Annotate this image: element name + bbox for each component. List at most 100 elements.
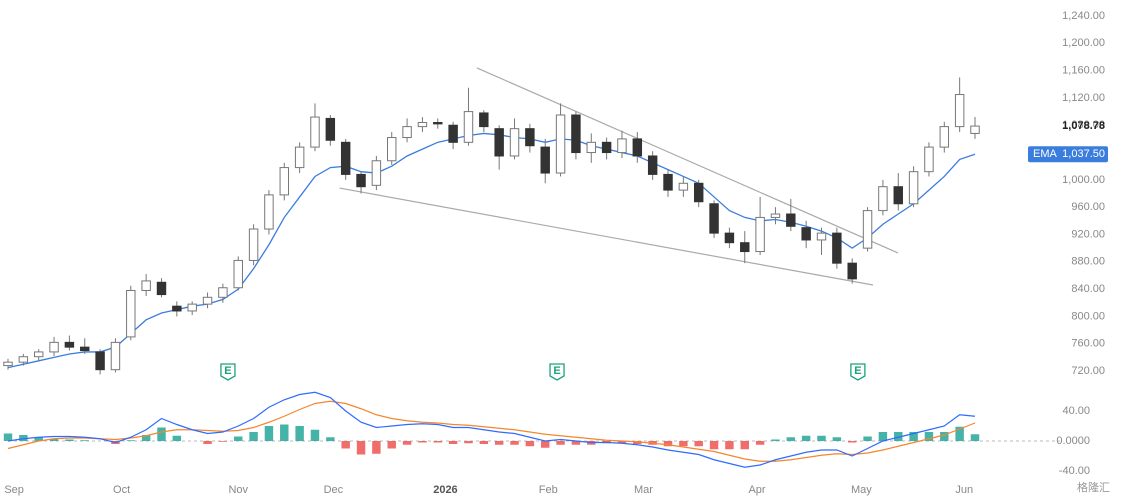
y-tick-label: 840.00 [1071, 283, 1105, 295]
macd-histogram-bar [80, 440, 89, 441]
candle-body [110, 341, 121, 371]
candle-body [632, 138, 643, 157]
candle-body [494, 128, 504, 157]
candle-body [740, 242, 750, 253]
candle-body [18, 356, 29, 363]
macd-histogram-bar [126, 440, 136, 441]
event-marker [549, 363, 565, 381]
candle-body [387, 137, 397, 162]
macd-histogram-bar [49, 438, 59, 441]
macd-histogram-bar [157, 427, 166, 441]
candle-body [233, 259, 243, 289]
y-tick-label: 1,160.00 [1062, 65, 1105, 77]
candle-body [847, 262, 857, 280]
macd-histogram-bar [510, 441, 519, 445]
macd-histogram-bar [280, 424, 289, 441]
last-price-label: 1,078.78 [1062, 120, 1105, 132]
y-tick-label: 920.00 [1071, 228, 1105, 240]
y-tick-label: 960.00 [1071, 201, 1105, 213]
candle-body [893, 186, 903, 205]
macd-histogram-bar [172, 435, 182, 441]
y-tick-label: 800.00 [1071, 310, 1105, 322]
macd-histogram-bar [694, 441, 703, 447]
macd-histogram-bar [556, 441, 565, 445]
candle-body [954, 94, 965, 128]
macd-histogram-bar [448, 441, 458, 444]
macd-histogram-bar [249, 432, 258, 441]
macd-histogram-bar [679, 441, 688, 447]
candle-body [156, 281, 167, 296]
candle-body [402, 126, 412, 139]
macd-histogram-bar [264, 426, 274, 441]
macd-tick-label: 0.0000 [1056, 435, 1090, 447]
candle-body [555, 114, 566, 174]
macd-tick-label: 40.00 [1062, 405, 1090, 417]
candle-body [126, 289, 136, 338]
y-tick-label: 1,000.00 [1062, 174, 1105, 186]
x-tick-label: May [851, 484, 872, 496]
ema-value: 1,037.50 [1062, 148, 1105, 160]
macd-histogram-bar [786, 437, 796, 441]
macd-histogram-bar [203, 441, 212, 444]
macd-histogram-bar [771, 439, 780, 441]
y-tick-label: 1,080.00 [1062, 119, 1105, 131]
y-tick-label: 1,120.00 [1062, 92, 1105, 104]
macd-histogram-bar [65, 439, 74, 441]
candle-body [371, 160, 382, 186]
macd-histogram-bar [755, 441, 765, 445]
macd-histogram-bar [663, 441, 673, 447]
candle-body [294, 146, 305, 169]
y-tick-label: 720.00 [1071, 365, 1105, 377]
macd-histogram-bar [571, 441, 581, 445]
macd-histogram-bar [402, 441, 412, 445]
candle-body [770, 213, 781, 218]
candle-body [617, 138, 627, 154]
candle-body [601, 141, 612, 154]
candle-body [908, 171, 919, 205]
macd-histogram-bar [955, 426, 964, 441]
candle-body [862, 210, 873, 249]
candle-body [202, 296, 213, 305]
macd-histogram-bar [847, 441, 857, 443]
event-marker [850, 363, 866, 381]
macd-histogram-bar [541, 441, 550, 448]
candle-body [433, 122, 443, 125]
candle-body [141, 280, 151, 291]
candle-body [95, 351, 105, 371]
event-label: E [854, 365, 861, 377]
candle-body [33, 351, 44, 358]
ema-name: EMA [1033, 148, 1058, 160]
event-marker [220, 363, 236, 381]
macd-line [7, 391, 976, 468]
x-tick-label: Mar [634, 484, 653, 496]
watermark: 格隆汇 [1077, 480, 1110, 494]
event-label: E [224, 365, 231, 377]
macd-histogram-bar [878, 432, 888, 441]
candle-body [939, 126, 950, 148]
macd-histogram-bar [326, 437, 335, 441]
ema-badge [1028, 146, 1108, 163]
candle-body [356, 173, 366, 188]
macd-histogram-bar [924, 432, 934, 441]
macd-histogram-bar [34, 437, 43, 441]
candle-body [755, 216, 765, 253]
macd-histogram-bar [817, 435, 826, 441]
macd-histogram-bar [801, 435, 811, 441]
candle-body [970, 125, 980, 134]
candle-body [786, 213, 796, 227]
macd-histogram-bar [464, 441, 473, 444]
candle-body [878, 186, 888, 212]
macd-histogram-bar [433, 441, 442, 443]
x-tick-label: Jun [955, 484, 973, 496]
macd-histogram-bar [295, 426, 304, 441]
trendline [339, 187, 874, 286]
ema-line [7, 132, 976, 369]
candle-body [647, 155, 658, 175]
candle-body [693, 182, 704, 203]
candle-body [218, 287, 228, 298]
macd-histogram-bar [894, 432, 903, 441]
candle-body [279, 167, 290, 196]
candle-body [310, 116, 320, 148]
macd-histogram-bar [310, 429, 320, 441]
